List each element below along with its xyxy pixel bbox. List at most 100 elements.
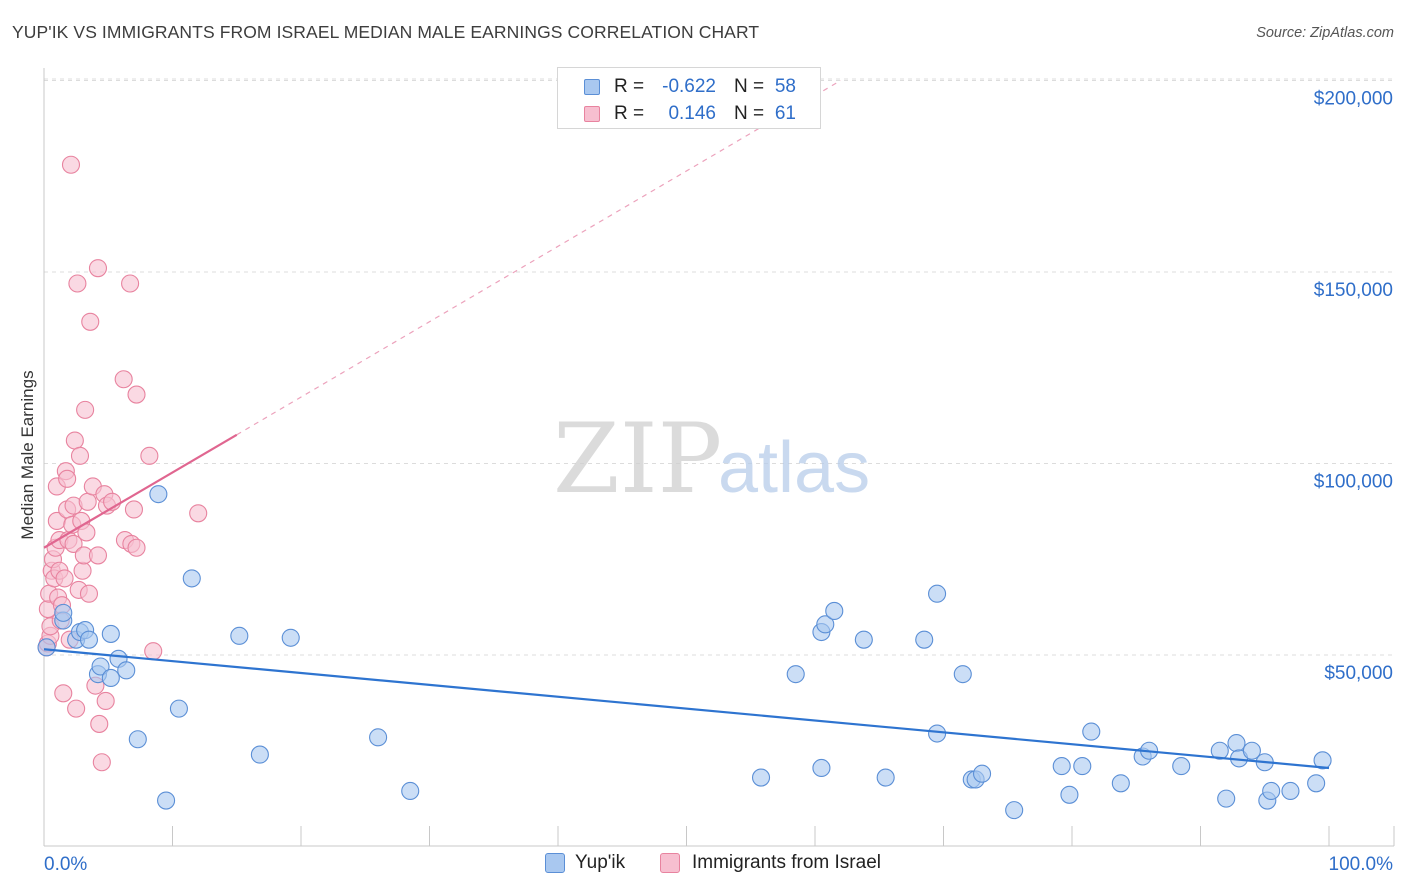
- point-israel: [121, 274, 140, 293]
- legend-swatch-yupik: [584, 79, 600, 95]
- point-yupik: [751, 768, 771, 787]
- point-israel: [140, 446, 159, 465]
- chart-title: YUP'IK VS IMMIGRANTS FROM ISRAEL MEDIAN …: [12, 22, 760, 42]
- x-tick-label: 0.0%: [44, 854, 87, 875]
- point-israel: [73, 561, 92, 580]
- point-yupik: [1082, 722, 1101, 741]
- point-israel: [67, 699, 86, 718]
- legend-n-value: 58: [774, 76, 796, 97]
- point-yupik: [169, 699, 188, 718]
- point-yupik: [401, 781, 420, 801]
- legend-n-value: 61: [774, 103, 796, 124]
- legend-swatch-israel: [584, 106, 600, 122]
- point-israel: [70, 446, 90, 465]
- legend-r-label: R =: [614, 76, 645, 97]
- point-yupik: [101, 668, 120, 688]
- point-yupik: [1172, 757, 1191, 776]
- point-israel: [88, 546, 108, 565]
- point-yupik: [876, 768, 895, 787]
- point-yupik: [1262, 781, 1281, 801]
- point-yupik: [149, 485, 168, 504]
- correlation-legend: R = -0.622 N = 58 R = 0.146 N = 61: [557, 67, 821, 129]
- point-israel: [189, 504, 208, 523]
- point-israel: [58, 469, 77, 488]
- legend-r-value: -0.622: [662, 76, 716, 97]
- bottom-legend-label-israel: Immigrants from Israel: [692, 852, 881, 873]
- point-yupik: [281, 628, 300, 647]
- y-tick-label: $50,000: [1324, 663, 1393, 684]
- point-yupik: [812, 758, 831, 778]
- bottom-legend-swatch-yupik: [545, 853, 565, 873]
- point-israel: [90, 714, 109, 733]
- legend-row-yupik: R = -0.622 N = 58: [558, 74, 820, 100]
- point-yupik: [250, 745, 269, 764]
- point-yupik: [972, 764, 992, 783]
- source-label: Source: ZipAtlas.com: [1256, 25, 1394, 41]
- series-israel-points: [37, 155, 208, 772]
- bottom-legend-swatch-israel: [660, 853, 680, 873]
- gridlines: [44, 78, 1394, 656]
- point-yupik: [816, 615, 835, 634]
- point-israel: [61, 155, 81, 174]
- y-axis-label: Median Male Earnings: [18, 370, 37, 539]
- legend-r-label: R =: [614, 103, 645, 124]
- legend-n-label: N =: [734, 76, 765, 97]
- point-yupik: [928, 584, 947, 603]
- trendlines: [43, 79, 1330, 770]
- point-yupik: [157, 791, 176, 810]
- legend-n-label: N =: [734, 103, 765, 124]
- y-tick-label: $150,000: [1314, 280, 1393, 301]
- point-israel: [76, 400, 95, 419]
- point-israel: [55, 569, 74, 588]
- point-yupik: [1073, 757, 1092, 776]
- point-yupik: [786, 665, 805, 684]
- point-israel: [127, 538, 146, 557]
- point-israel: [114, 370, 133, 389]
- point-yupik: [1313, 751, 1332, 770]
- point-israel: [79, 584, 99, 603]
- point-israel: [92, 753, 111, 772]
- point-yupik: [54, 603, 73, 622]
- point-yupik: [1052, 757, 1071, 776]
- point-yupik: [37, 638, 56, 657]
- point-yupik: [1005, 801, 1024, 820]
- point-yupik: [1242, 741, 1261, 760]
- point-yupik: [128, 730, 147, 749]
- x-tick-label: 100.0%: [1329, 854, 1394, 875]
- point-yupik: [953, 665, 972, 684]
- watermark-zip: ZIP: [553, 403, 722, 515]
- point-yupik: [1307, 774, 1326, 793]
- trendline-yupik: [43, 648, 1330, 770]
- point-yupik: [117, 661, 136, 680]
- point-yupik: [1217, 789, 1236, 808]
- point-yupik: [230, 626, 249, 645]
- point-yupik: [1281, 781, 1300, 801]
- point-yupik: [825, 601, 844, 621]
- watermark: ZIP atlas: [553, 403, 870, 515]
- point-yupik: [101, 624, 120, 643]
- point-yupik: [1111, 774, 1130, 793]
- point-israel: [127, 385, 146, 404]
- point-israel: [96, 691, 115, 711]
- point-israel: [81, 312, 100, 331]
- point-yupik: [915, 630, 934, 649]
- bottom-legend-israel: Immigrants from Israel: [660, 851, 910, 877]
- point-israel: [64, 534, 83, 553]
- point-israel: [124, 500, 143, 519]
- point-yupik: [1060, 785, 1079, 804]
- tick-labels: $50,000 $100,000 $150,000 $200,000 0.0% 100.0…: [44, 89, 1393, 876]
- trendline-israel-extension: [236, 79, 842, 436]
- legend-row-israel: R = 0.146 N = 61: [558, 101, 820, 127]
- point-israel: [54, 684, 73, 703]
- legend-r-value: 0.146: [668, 103, 716, 124]
- point-yupik: [1227, 734, 1246, 753]
- point-yupik: [91, 657, 110, 676]
- y-tick-label: $200,000: [1314, 89, 1393, 110]
- y-tick-label: $100,000: [1314, 472, 1393, 493]
- point-israel: [144, 642, 163, 661]
- bottom-legend-label-yupik: Yup'ik: [575, 852, 626, 873]
- point-yupik: [854, 630, 873, 649]
- point-yupik: [369, 728, 388, 747]
- axes: [43, 68, 1395, 847]
